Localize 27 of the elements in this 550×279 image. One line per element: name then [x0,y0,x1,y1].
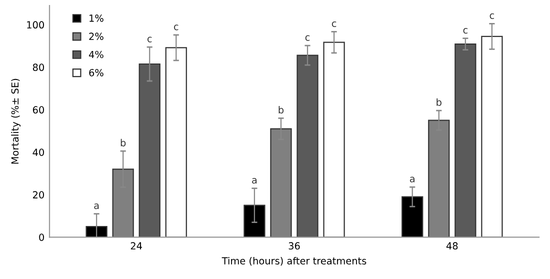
y-tick-label: 40 [32,148,44,156]
y-tick-label: 100 [27,21,44,29]
data-label: a [94,204,99,210]
y-tick-label: 60 [32,106,44,114]
y-tick-label: 20 [32,191,44,198]
data-label: c [305,35,310,41]
data-label: b [120,138,126,146]
data-label: b [436,98,442,106]
data-label: c [147,36,152,42]
y-tick-label: 0 [39,234,44,241]
x-tick-label: 24 [130,242,142,250]
data-label: b [278,106,284,114]
y-axis-title: Mortality (%± SE) [11,78,21,164]
legend-label: 6% [89,68,104,76]
x-axis-title: Time (hours) after treatments [222,256,366,266]
data-label: a [410,176,414,182]
data-label: a [252,178,257,184]
legend-label: 1% [90,14,104,22]
legend-label: 4% [88,50,104,58]
x-tick-label: 48 [446,242,458,250]
data-label: c [332,21,336,28]
y-tick-label: 80 [32,64,44,72]
x-tick-label: 36 [288,242,300,250]
legend-label: 2% [89,32,104,40]
data-label: c [174,24,178,30]
data-label: c [490,13,494,19]
data-label: c [463,28,468,34]
